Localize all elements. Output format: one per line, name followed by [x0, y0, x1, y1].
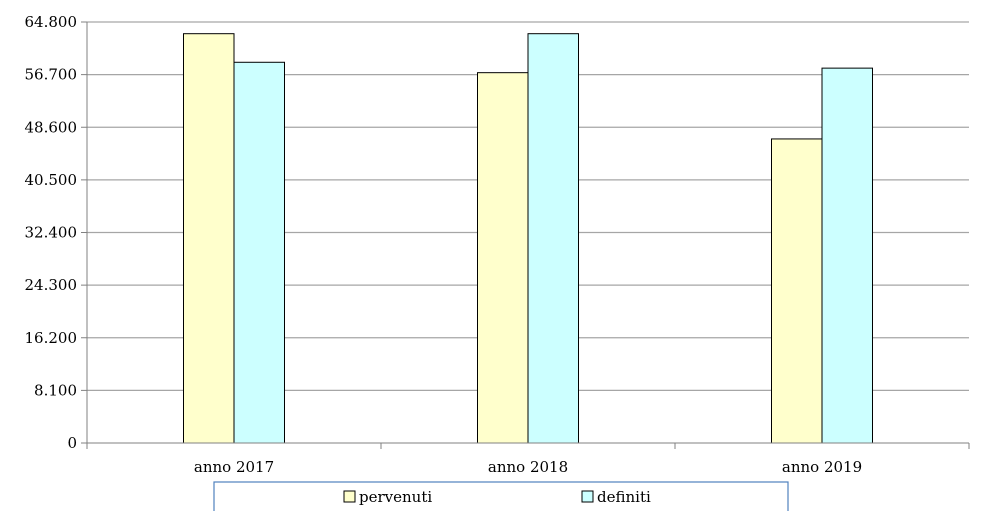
y-tick-label: 16.200	[25, 329, 78, 347]
bar-pervenuti-anno-2017	[183, 33, 235, 444]
y-tick-label: 64.800	[25, 13, 78, 31]
legend-swatch-pervenuti	[343, 490, 356, 503]
bars	[183, 33, 873, 444]
y-tick-label: 32.400	[25, 224, 78, 242]
y-tick-label: 56.700	[25, 66, 78, 84]
bar-pervenuti-anno-2018	[477, 72, 529, 444]
x-axis-labels: anno 2017 anno 2018 anno 2019	[194, 458, 862, 476]
y-tick-label: 40.500	[25, 171, 78, 189]
legend: pervenuti definiti	[213, 481, 789, 511]
x-category-label: anno 2018	[488, 458, 568, 476]
bar-pervenuti-anno-2019	[771, 138, 823, 444]
bar-definiti-anno-2019	[821, 67, 873, 444]
y-tick-label: 0	[67, 434, 77, 452]
y-axis-ticks: 0 8.100 16.200 24.300 32.400 40.500 48.600 56.7…	[25, 13, 87, 452]
bar-definiti-anno-2017	[233, 61, 285, 444]
bar-definiti-anno-2018	[527, 33, 579, 444]
legend-label-definiti: definiti	[597, 488, 651, 506]
x-category-label: anno 2017	[194, 458, 274, 476]
legend-swatch-definiti	[581, 490, 594, 503]
y-tick-label: 24.300	[25, 276, 78, 294]
legend-label-pervenuti: pervenuti	[359, 488, 432, 506]
x-category-label: anno 2019	[782, 458, 862, 476]
y-tick-label: 8.100	[34, 381, 77, 399]
y-tick-label: 48.600	[25, 118, 78, 136]
axes	[86, 22, 970, 449]
legend-box	[213, 481, 789, 511]
